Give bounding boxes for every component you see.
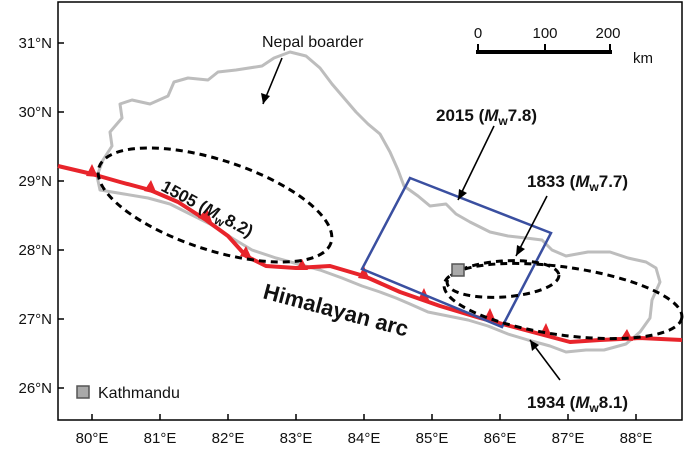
arrow-head bbox=[261, 93, 270, 104]
x-tick-label: 88°E bbox=[620, 430, 653, 447]
x-tick-label: 85°E bbox=[416, 430, 449, 447]
y-tick-label: 28°N bbox=[18, 242, 52, 259]
legend-kathmandu-label: Kathmandu bbox=[98, 385, 180, 402]
event-paren: ( bbox=[570, 172, 576, 191]
event-year: 1833 bbox=[527, 172, 565, 191]
y-axis-ticks bbox=[58, 42, 64, 389]
rupture-ellipse-1833 bbox=[445, 259, 561, 299]
event-label-1505: 1505 (Mw8.2) bbox=[157, 177, 257, 244]
arrow-1833 bbox=[515, 195, 548, 257]
x-axis-ticks bbox=[91, 414, 637, 420]
y-tick-label: 29°N bbox=[18, 173, 52, 190]
scale-label-200: 200 bbox=[595, 25, 620, 42]
x-tick-label: 87°E bbox=[552, 430, 585, 447]
map-frame bbox=[57, 1, 683, 421]
event-mag-symbol: M bbox=[575, 393, 590, 412]
kathmandu-marker bbox=[451, 263, 465, 277]
y-axis-labels: 31°N 30°N 29°N 28°N 27°N 26°N bbox=[18, 35, 52, 397]
nepal-border-label: Nepal boarder bbox=[262, 34, 364, 51]
event-year: 1934 bbox=[527, 393, 565, 412]
nepal-border bbox=[95, 50, 662, 354]
x-tick-label: 84°E bbox=[348, 430, 381, 447]
legend-kathmandu-swatch bbox=[76, 385, 90, 399]
event-paren: ( bbox=[479, 106, 485, 125]
scale-bar: 0 100 200 km bbox=[474, 25, 653, 67]
event-mag-symbol: M bbox=[575, 172, 590, 191]
thrust-tooth bbox=[240, 246, 252, 259]
y-tick-label: 27°N bbox=[18, 311, 52, 328]
event-paren: ( bbox=[570, 393, 576, 412]
event-mag-value: 7.7) bbox=[599, 172, 628, 191]
arrow-head bbox=[516, 245, 525, 256]
x-tick-label: 83°E bbox=[280, 430, 313, 447]
event-mag-value: 7.8) bbox=[508, 106, 537, 125]
himalayan-thrust bbox=[57, 164, 683, 344]
arrow-heads bbox=[261, 93, 539, 351]
arrow-head bbox=[530, 340, 539, 351]
scale-unit: km bbox=[633, 50, 653, 67]
y-tick-label: 26°N bbox=[18, 380, 52, 397]
event-label-1934: 1934 (Mw8.1) bbox=[527, 393, 628, 415]
arrow-2015 bbox=[457, 125, 495, 201]
event-label-1833: 1833 (Mw7.7) bbox=[527, 172, 628, 194]
x-tick-label: 82°E bbox=[212, 430, 245, 447]
thrust-tooth bbox=[296, 259, 308, 270]
y-tick-label: 31°N bbox=[18, 35, 52, 52]
x-tick-label: 81°E bbox=[144, 430, 177, 447]
event-year: 1505 bbox=[158, 177, 200, 212]
event-mag-sub: w bbox=[588, 401, 599, 415]
rupture-ellipse-1505 bbox=[96, 146, 334, 264]
event-year: 2015 bbox=[436, 106, 474, 125]
scale-label-100: 100 bbox=[532, 25, 557, 42]
event-label-2015: 2015 (Mw7.8) bbox=[436, 106, 537, 128]
arrow-head bbox=[458, 189, 467, 200]
thrust-tooth bbox=[198, 208, 212, 222]
event-mag-sub: w bbox=[588, 180, 599, 194]
y-tick-label: 30°N bbox=[18, 104, 52, 121]
legend: Kathmandu bbox=[76, 385, 180, 402]
scale-label-0: 0 bbox=[474, 25, 482, 42]
rupture-box-2015 bbox=[360, 176, 553, 329]
thrust-tooth bbox=[86, 164, 98, 177]
x-tick-label: 80°E bbox=[76, 430, 109, 447]
thrust-tooth bbox=[358, 266, 370, 280]
x-tick-label: 86°E bbox=[484, 430, 517, 447]
event-mag-value: 8.1) bbox=[599, 393, 628, 412]
event-mag-symbol: M bbox=[484, 106, 499, 125]
event-mag-sub: w bbox=[497, 114, 508, 128]
x-axis-labels: 80°E 81°E 82°E 83°E 84°E 85°E 86°E 87°E … bbox=[76, 430, 653, 447]
rupture-ellipse-1934 bbox=[442, 261, 684, 341]
thrust-tooth bbox=[144, 180, 157, 194]
